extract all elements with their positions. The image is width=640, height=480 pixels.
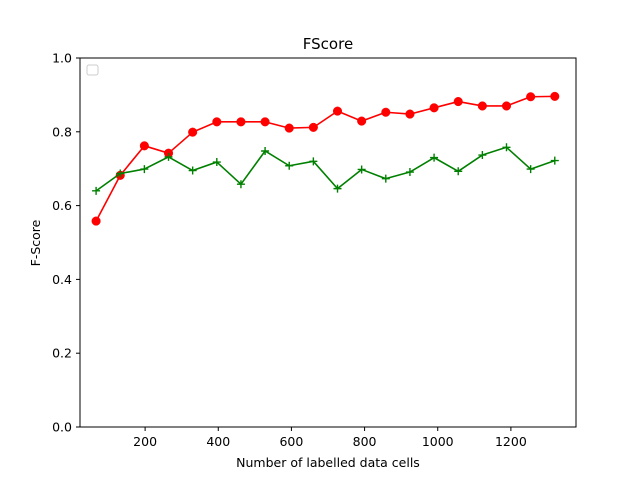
series-1-point <box>284 123 294 133</box>
series-1-point <box>501 101 512 111</box>
series-2-point <box>333 184 342 193</box>
series-1-point <box>188 127 198 137</box>
x-tick-label: 400 <box>206 434 230 449</box>
x-tick-label: 200 <box>133 434 157 449</box>
series-1-point <box>429 103 439 113</box>
series-1-point <box>139 141 149 151</box>
series-layer <box>91 91 560 226</box>
series-2-point <box>212 158 221 167</box>
series-1-point <box>477 101 487 111</box>
series-2-point <box>550 156 559 165</box>
series-2-point <box>236 180 245 189</box>
series-2-point <box>454 167 463 176</box>
chart-title: FScore <box>303 35 353 53</box>
plot-frame <box>79 57 577 428</box>
series-2-point <box>285 161 294 170</box>
y-tick-label: 0.0 <box>52 420 72 435</box>
series-1-point <box>357 116 367 126</box>
series-2-point <box>188 166 197 175</box>
series-1-point <box>526 92 536 102</box>
series-2-point <box>92 186 101 195</box>
series-1-point <box>405 109 415 119</box>
series-2-line <box>95 146 556 192</box>
series-1-point <box>550 91 560 101</box>
y-tick-label: 0.2 <box>52 346 72 361</box>
y-tick-label: 0.8 <box>52 124 72 139</box>
series-1-point <box>308 122 318 132</box>
series-2-point <box>357 165 366 174</box>
series-2-point <box>405 168 414 177</box>
y-tick-label: 1.0 <box>52 51 72 66</box>
x-tick-label: 800 <box>353 434 377 449</box>
series-2-point <box>116 169 125 178</box>
x-tick-label: 600 <box>279 434 303 449</box>
axes-layer: 200 400 600 800 1000 1200 0.0 0.2 0.4 0.6 0.8 1.0 <box>52 51 577 449</box>
series-2-point <box>140 165 149 174</box>
series-2-point <box>478 151 487 160</box>
series-1-point <box>453 96 463 107</box>
series-2-point <box>261 146 270 155</box>
series-2 <box>92 143 559 195</box>
series-2-point <box>526 165 535 174</box>
series-1-point <box>381 107 391 117</box>
series-2-point <box>164 152 173 161</box>
series-2-point <box>502 143 511 152</box>
series-1-point <box>236 117 246 127</box>
y-tick-label: 0.6 <box>52 198 72 213</box>
y-axis-label: F-Score <box>28 219 43 266</box>
series-1-point <box>212 117 222 127</box>
series-1-point <box>260 117 270 127</box>
y-tick-label: 0.4 <box>52 272 72 287</box>
series-2-point <box>381 174 390 183</box>
series-1-point <box>91 216 101 226</box>
series-1 <box>91 91 560 226</box>
legend-box <box>86 64 99 76</box>
x-tick-label: 1000 <box>422 434 454 449</box>
x-axis-label: Number of labelled data cells <box>236 455 420 470</box>
series-2-point <box>309 157 318 166</box>
series-1-point <box>332 106 343 116</box>
x-tick-label: 1200 <box>495 434 527 449</box>
series-2-point <box>430 153 439 162</box>
